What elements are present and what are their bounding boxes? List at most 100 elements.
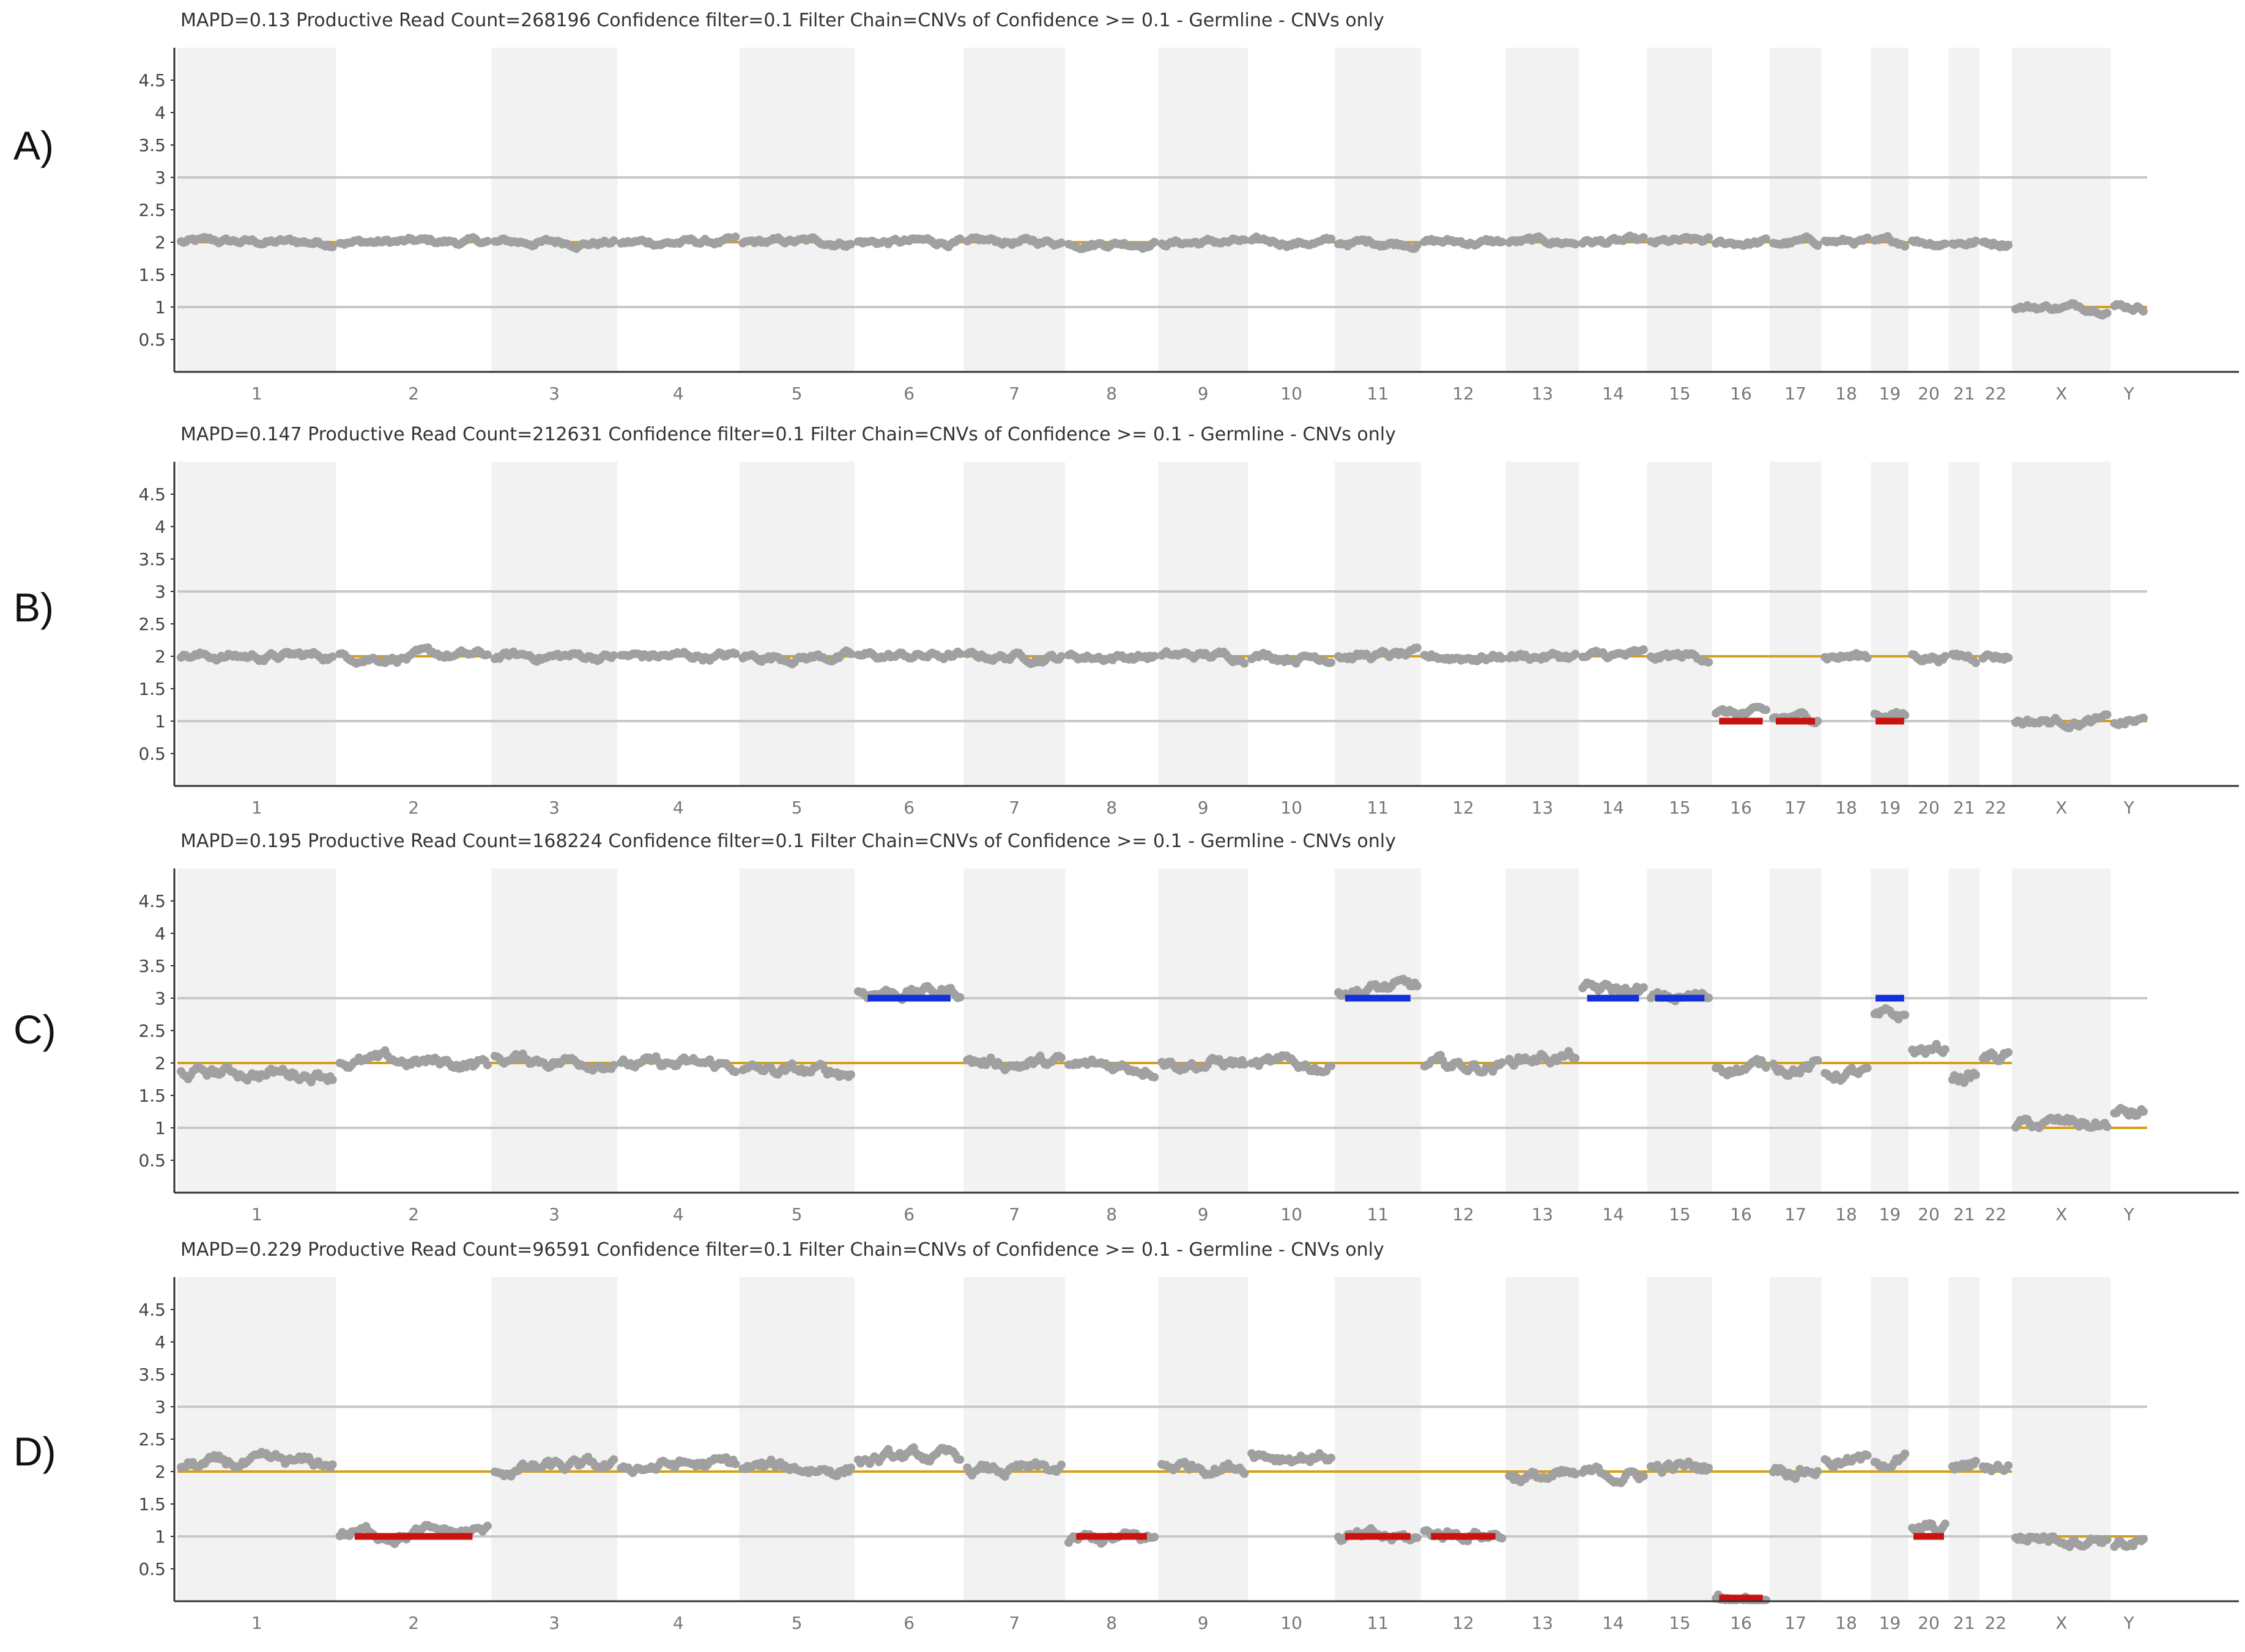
- x-tick-label: 11: [1367, 383, 1389, 404]
- copy-number-point: [1863, 233, 1872, 242]
- x-tick-label: 13: [1531, 1204, 1553, 1224]
- chromosome-band: [1647, 462, 1713, 786]
- x-tick-label: 12: [1452, 383, 1474, 404]
- copy-number-point: [609, 236, 618, 245]
- copy-number-point: [2102, 1535, 2112, 1544]
- copy-number-point: [847, 650, 855, 658]
- chromosome-band: [2012, 462, 2111, 786]
- y-tick-label: 4.5: [138, 70, 166, 91]
- x-tick-label: 8: [1106, 383, 1117, 404]
- copy-number-point: [1704, 657, 1713, 667]
- x-tick-label: 14: [1602, 1204, 1624, 1224]
- x-tick-label: 17: [1784, 1204, 1806, 1224]
- copy-number-point: [1940, 239, 1950, 248]
- copy-number-point: [1639, 645, 1648, 654]
- x-tick-label: 22: [1985, 383, 2007, 404]
- chromosome-band: [1505, 869, 1579, 1193]
- chromosome-band: [1948, 869, 1980, 1193]
- copy-number-point: [2139, 1535, 2148, 1544]
- x-tick-label: 17: [1784, 383, 1806, 404]
- x-tick-label: 19: [1879, 1204, 1901, 1224]
- x-tick-label: 10: [1280, 383, 1302, 404]
- copy-number-point: [1057, 239, 1066, 247]
- chromosome-band: [1334, 869, 1421, 1193]
- copy-number-point: [1497, 1534, 1507, 1543]
- x-tick-label: 4: [673, 798, 684, 818]
- chromosome-band: [963, 462, 1066, 786]
- copy-number-point: [1940, 651, 1950, 661]
- y-tick-label: 3: [155, 168, 166, 188]
- copy-number-point: [1327, 234, 1335, 243]
- x-tick-label: Y: [2123, 1204, 2135, 1224]
- x-tick-label: 3: [549, 383, 560, 404]
- x-tick-label: 10: [1280, 798, 1302, 818]
- x-tick-label: 17: [1784, 1613, 1806, 1633]
- x-tick-label: 5: [792, 1613, 803, 1633]
- copy-number-point: [2004, 1048, 2013, 1057]
- x-tick-label: 8: [1106, 1204, 1117, 1224]
- y-tick-label: 4.5: [138, 1300, 166, 1320]
- x-tick-label: 15: [1669, 383, 1691, 404]
- copy-number-point: [1412, 982, 1422, 991]
- copy-number-point: [1971, 1456, 1980, 1465]
- copy-number-point: [2004, 653, 2013, 662]
- x-tick-label: 3: [549, 1613, 560, 1633]
- y-tick-label: 0.5: [138, 744, 166, 764]
- x-tick-label: 2: [408, 383, 419, 404]
- x-tick-label: 11: [1367, 798, 1389, 818]
- data-points: [177, 643, 2148, 733]
- copy-number-point: [1813, 1467, 1822, 1476]
- panel-1: 0.511.522.533.544.51 2 3 4 5 6 7 8 9 10 11 12 13 14 15…: [138, 48, 2239, 404]
- copy-number-point: [328, 1075, 337, 1084]
- copy-number-point: [956, 1455, 965, 1464]
- y-tick-label: 4: [155, 103, 166, 123]
- x-tick-label: 10: [1280, 1204, 1302, 1224]
- copy-number-point: [1150, 1073, 1159, 1082]
- y-tick-label: 1.5: [138, 1494, 166, 1514]
- copy-number-point: [731, 1067, 740, 1076]
- x-tick-label: 12: [1452, 798, 1474, 818]
- copy-number-point: [731, 649, 740, 658]
- copy-number-point: [1704, 1463, 1713, 1472]
- copy-number-point: [2004, 1461, 2013, 1470]
- y-tick-label: 2.5: [138, 1021, 166, 1041]
- x-tick-label: 21: [1953, 798, 1975, 818]
- chromosome-band: [2012, 869, 2111, 1193]
- x-tick-label: 18: [1835, 383, 1857, 404]
- y-tick-label: 4: [155, 924, 166, 944]
- chromosome-band: [963, 869, 1066, 1193]
- chromosome-band: [2012, 1277, 2111, 1601]
- x-tick-label: 19: [1879, 1613, 1901, 1633]
- copy-number-point: [1571, 650, 1580, 659]
- copy-number-point: [1240, 235, 1249, 244]
- x-tick-label: Y: [2123, 798, 2135, 818]
- copy-number-point: [1863, 1064, 1872, 1073]
- chromosome-band: [1505, 48, 1579, 372]
- chromosome-band: [739, 1277, 855, 1601]
- x-tick-label: 13: [1531, 798, 1553, 818]
- panel-header: MAPD=0.13 Productive Read Count=268196 C…: [180, 10, 1384, 31]
- copy-number-point: [1057, 652, 1066, 661]
- x-tick-label: 19: [1879, 798, 1901, 818]
- x-tick-label: 4: [673, 383, 684, 404]
- copy-number-point: [1639, 1472, 1648, 1481]
- x-tick-label: 22: [1985, 1613, 2007, 1633]
- copy-number-point: [1971, 658, 1980, 667]
- x-tick-label: 20: [1918, 383, 1940, 404]
- x-tick-label: 9: [1198, 1613, 1209, 1633]
- copy-number-point: [1863, 1451, 1872, 1460]
- x-tick-label: 4: [673, 1204, 684, 1224]
- x-tick-label: 4: [673, 1613, 684, 1633]
- copy-number-point: [1813, 241, 1822, 250]
- copy-number-point: [956, 993, 965, 1002]
- copy-number-point: [1901, 1010, 1910, 1020]
- x-tick-label: 15: [1669, 1613, 1691, 1633]
- x-tick-label: 11: [1367, 1613, 1389, 1633]
- copy-number-point: [1240, 1469, 1249, 1478]
- copy-number-point: [2102, 1122, 2112, 1132]
- y-tick-label: 1: [155, 1527, 166, 1547]
- copy-number-point: [847, 1463, 855, 1472]
- chromosome-band: [1769, 869, 1822, 1193]
- x-tick-label: 6: [904, 1613, 915, 1633]
- y-tick-label: 2: [155, 646, 166, 667]
